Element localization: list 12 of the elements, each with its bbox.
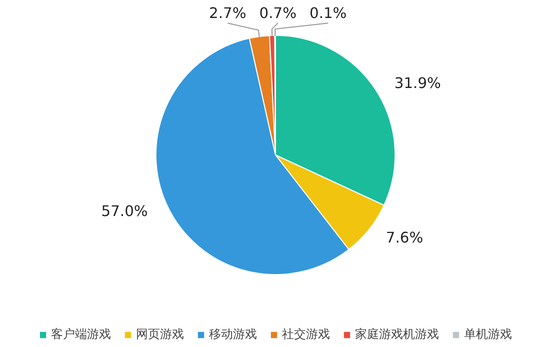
data-label: 31.9% bbox=[394, 74, 442, 92]
data-label: 0.1% bbox=[309, 4, 347, 22]
legend-label: 单机游戏 bbox=[464, 326, 512, 343]
data-label: 0.7% bbox=[259, 4, 297, 22]
data-label: 2.7% bbox=[209, 4, 246, 22]
legend-label: 客户端游戏 bbox=[51, 326, 111, 343]
legend-label: 移动游戏 bbox=[209, 326, 257, 343]
data-label: 7.6% bbox=[386, 229, 424, 246]
legend-label: 社交游戏 bbox=[282, 326, 330, 343]
legend-label: 网页游戏 bbox=[136, 326, 184, 343]
data-label: 57.0% bbox=[101, 203, 148, 220]
legend-label: 家庭游戏机游戏 bbox=[355, 326, 439, 343]
